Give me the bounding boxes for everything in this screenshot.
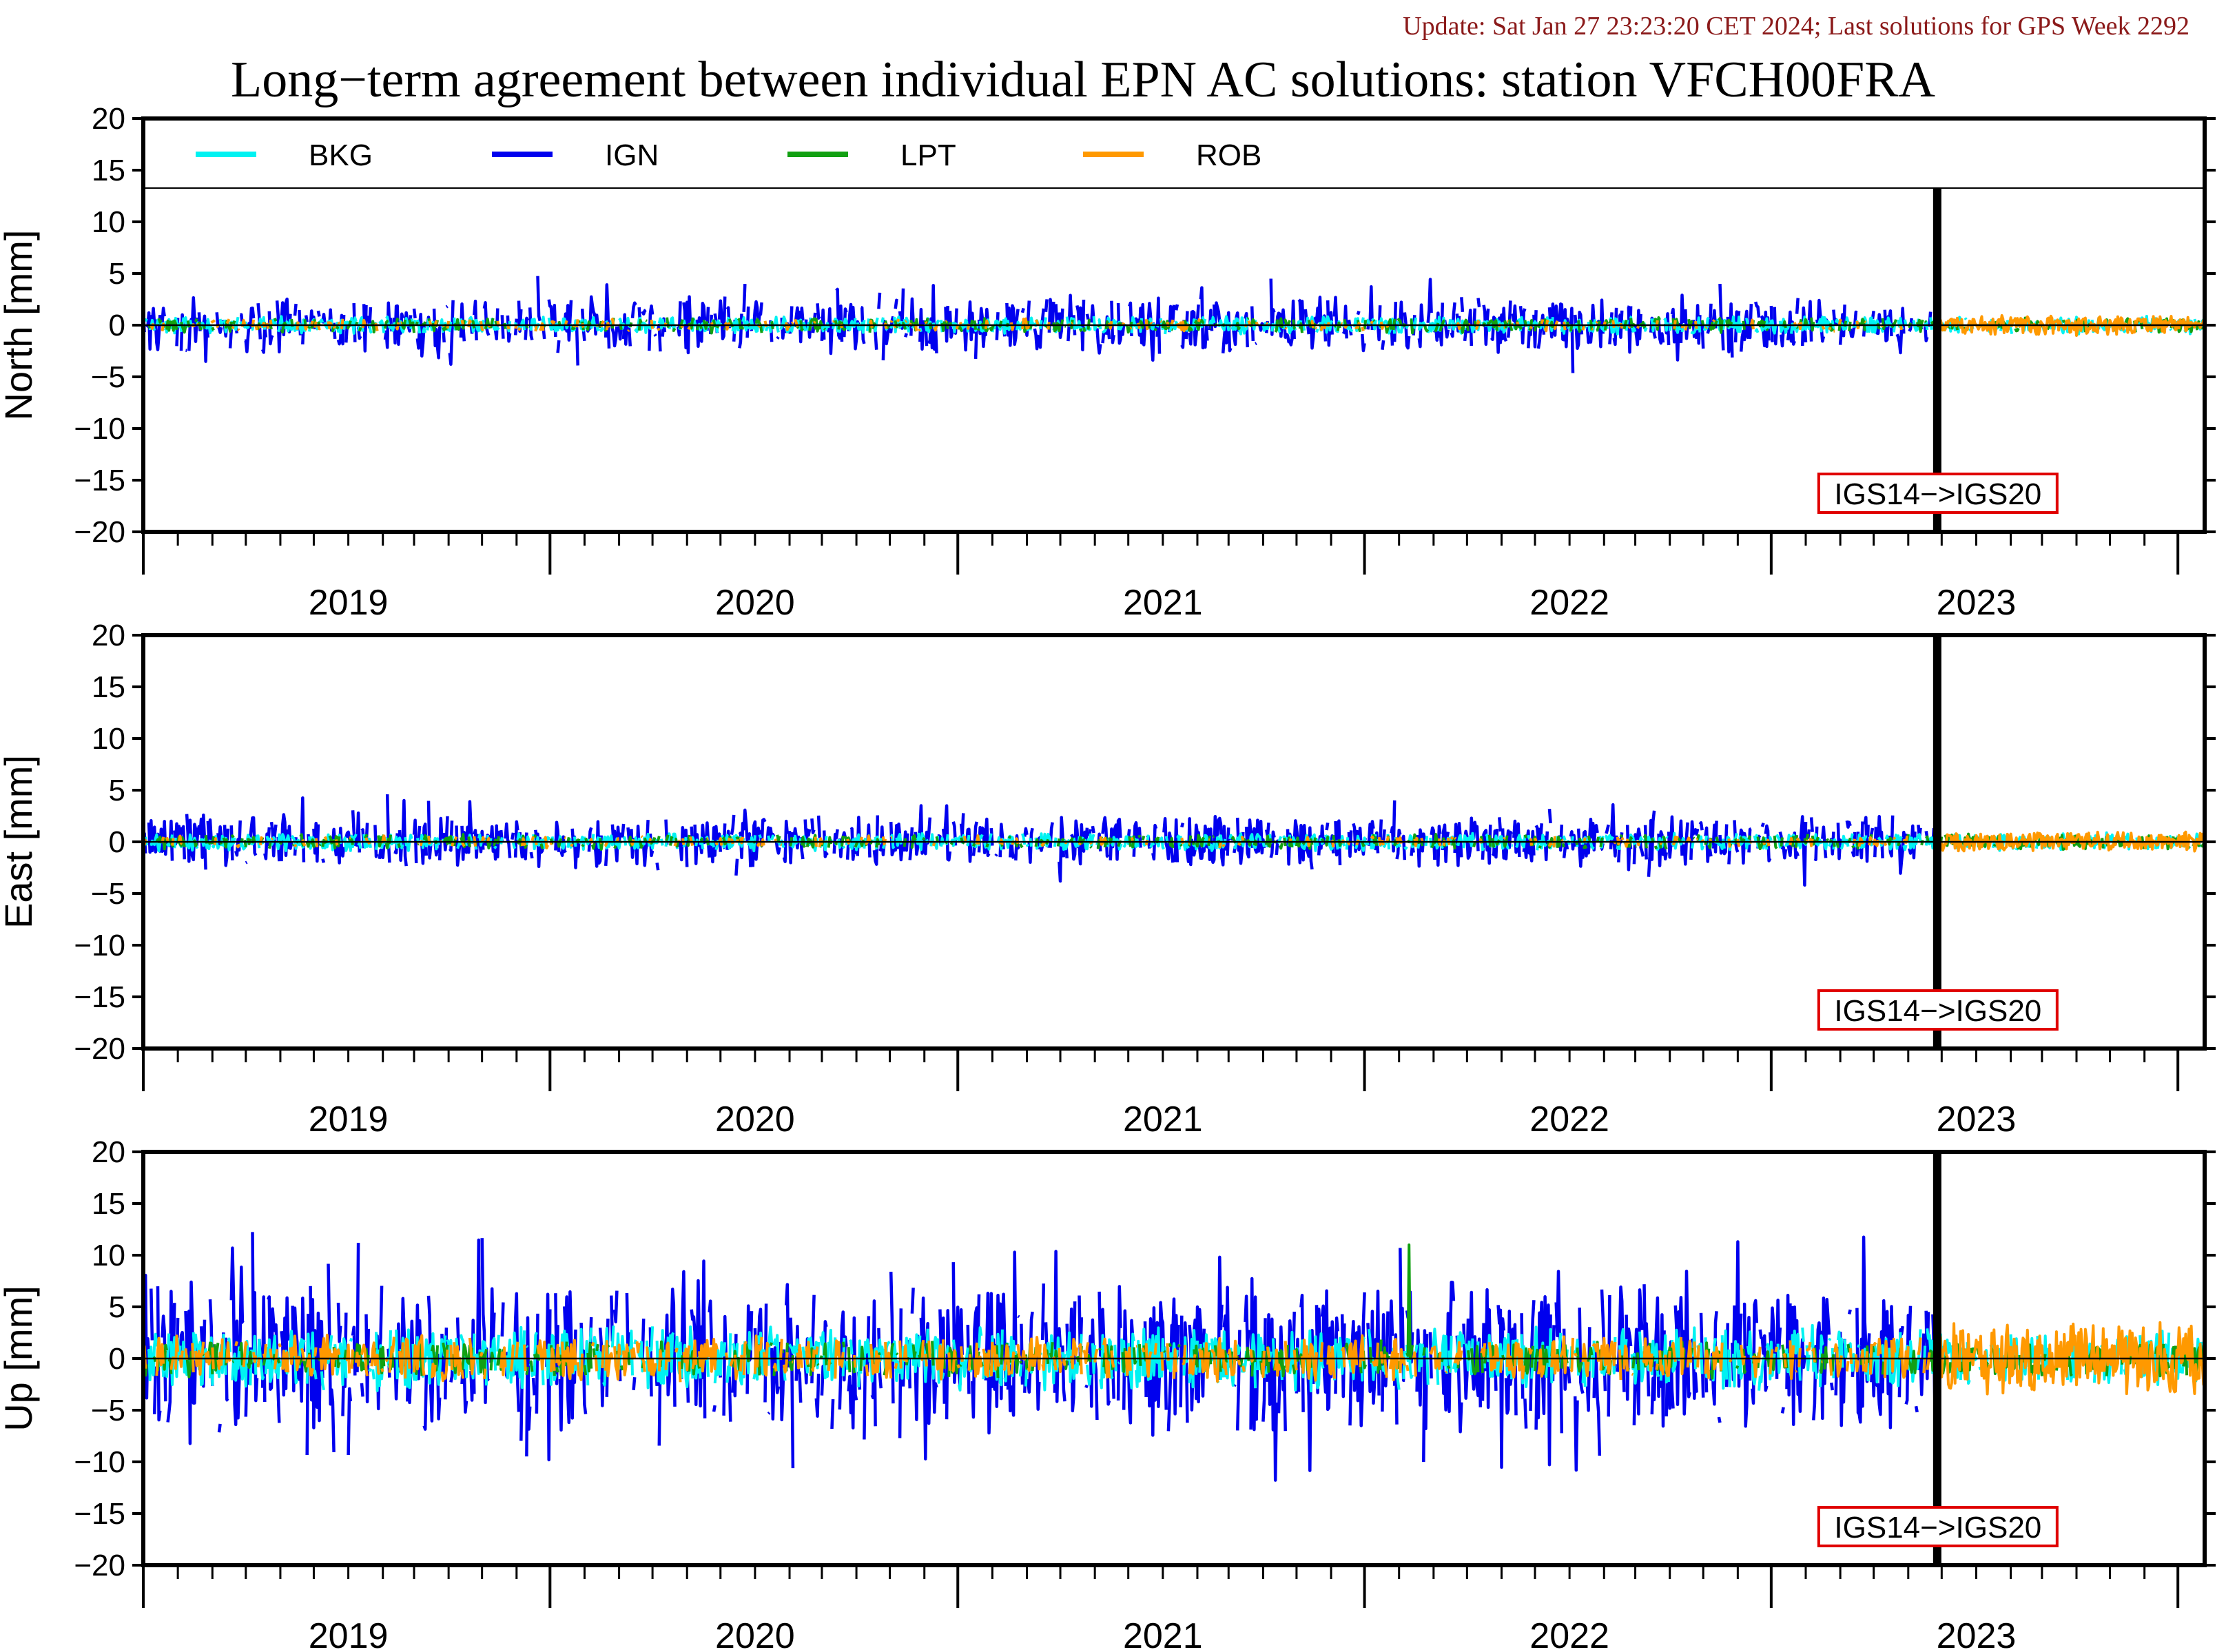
y-tick-label: 20 <box>92 102 125 136</box>
x-year-label: 2021 <box>1123 583 1203 623</box>
y-tick-label: 10 <box>92 1239 125 1272</box>
x-year-label: 2023 <box>1937 1099 2017 1139</box>
y-tick-label: 10 <box>92 722 125 756</box>
x-year-label: 2019 <box>309 1616 389 1652</box>
y-tick-label: 15 <box>92 1187 125 1221</box>
panels-group: IGS14−>IGS20 20 15 10 5 0 −5 −10 −15 −20 North [mm… <box>0 102 2216 1652</box>
svg-text:IGS14−>IGS20: IGS14−>IGS20 <box>1834 477 2041 511</box>
reference-change-label: IGS14−>IGS20 <box>1817 989 2059 1031</box>
reference-change-label: IGS14−>IGS20 <box>1817 1506 2059 1547</box>
x-year-label: 2023 <box>1937 583 2017 623</box>
legend-item-ign: IGN <box>492 138 659 172</box>
y-tick-label: −15 <box>74 464 125 497</box>
x-year-label: 2019 <box>309 1099 389 1139</box>
panel-frame <box>141 116 2207 534</box>
legend-label: ROB <box>1196 138 1261 172</box>
x-year-label: 2020 <box>715 1616 795 1652</box>
y-tick-label: 0 <box>109 309 125 342</box>
y-tick-label: 15 <box>92 154 125 187</box>
y-tick-label: −20 <box>74 1032 125 1066</box>
x-year-label: 2020 <box>715 1099 795 1139</box>
y-tick-label: 5 <box>109 1290 125 1324</box>
panel-up: IGS14−>IGS20 20 15 10 5 0 −5 −10 −15 −20 Up [mm] 20… <box>0 1135 2216 1652</box>
y-tick-label: 5 <box>109 774 125 807</box>
chart-title: Long−term agreement between individual E… <box>231 52 1935 108</box>
legend: BKG IGN LPT ROB <box>141 116 2207 534</box>
y-tick-label: 10 <box>92 205 125 239</box>
y-axis-label: Up [mm] <box>0 1286 40 1432</box>
x-year-label: 2021 <box>1123 1099 1203 1139</box>
series-group <box>143 1232 2205 1482</box>
y-tick-label: −5 <box>91 360 125 394</box>
y-tick-label: 20 <box>92 619 125 652</box>
y-axis-label: East [mm] <box>0 755 40 929</box>
y-tick-label: −5 <box>91 1394 125 1427</box>
x-year-label: 2022 <box>1529 1099 1609 1139</box>
update-text: Update: Sat Jan 27 23:23:20 CET 2024; La… <box>1403 12 2189 41</box>
x-year-label: 2020 <box>715 583 795 623</box>
svg-text:IGS14−>IGS20: IGS14−>IGS20 <box>1834 1511 2041 1545</box>
legend-label: BKG <box>309 138 373 172</box>
reference-change-label: IGS14−>IGS20 <box>1817 473 2059 514</box>
legend-background <box>145 121 2203 187</box>
y-tick-label: −20 <box>74 1549 125 1582</box>
series-group <box>143 794 2205 885</box>
y-tick-label: −20 <box>74 515 125 549</box>
y-tick-label: 5 <box>109 257 125 291</box>
x-year-label: 2022 <box>1529 583 1609 623</box>
y-tick-label: −10 <box>74 1445 125 1479</box>
y-tick-label: 15 <box>92 670 125 704</box>
y-tick-label: 0 <box>109 825 125 859</box>
y-axis-label: North [mm] <box>0 230 40 421</box>
legend-item-bkg: BKG <box>196 138 373 172</box>
x-year-label: 2023 <box>1937 1616 2017 1652</box>
y-tick-label: −5 <box>91 877 125 911</box>
legend-label: LPT <box>900 138 956 172</box>
legend-label: IGN <box>605 138 659 172</box>
y-tick-label: −15 <box>74 1497 125 1531</box>
y-tick-label: 20 <box>92 1135 125 1169</box>
y-tick-label: −10 <box>74 929 125 962</box>
legend-item-rob: ROB <box>1083 138 1261 172</box>
panel-east: IGS14−>IGS20 20 15 10 5 0 −5 −10 −15 −20 East [mm]… <box>0 619 2216 1139</box>
svg-text:IGS14−>IGS20: IGS14−>IGS20 <box>1834 994 2041 1028</box>
legend-item-lpt: LPT <box>787 138 956 172</box>
y-tick-label: 0 <box>109 1342 125 1376</box>
y-tick-label: −10 <box>74 412 125 446</box>
x-year-label: 2019 <box>309 583 389 623</box>
x-year-label: 2022 <box>1529 1616 1609 1652</box>
x-year-label: 2021 <box>1123 1616 1203 1652</box>
y-tick-label: −15 <box>74 980 125 1014</box>
